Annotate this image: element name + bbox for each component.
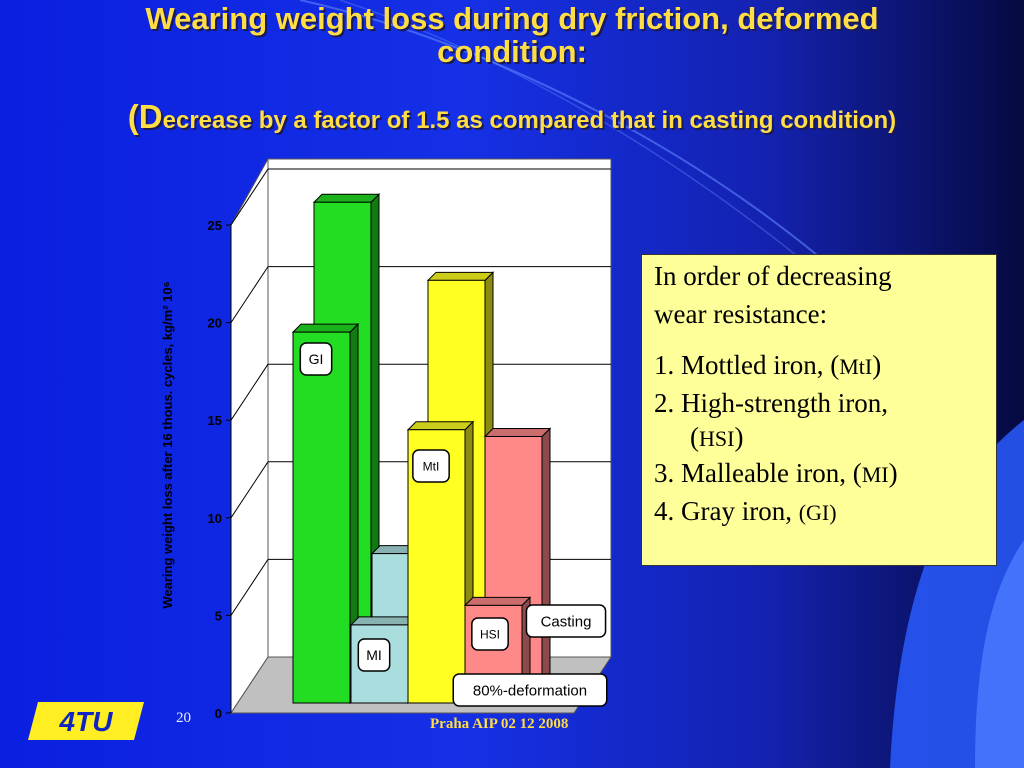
bar-mti-casting-top xyxy=(426,271,495,281)
slide-title-line1: Wearing weight loss during dry friction,… xyxy=(145,1,879,36)
y-tick-label: 10 xyxy=(208,511,222,526)
subtitle-rest: ecrease by a factor of 1.5 as compared t… xyxy=(162,107,897,134)
category-label-mti-box xyxy=(412,449,450,483)
page-number: 20 xyxy=(176,710,191,726)
category-label-mti: MtI xyxy=(423,459,440,473)
slide-subtitle: (Decrease by a factor of 1.5 as compared… xyxy=(0,100,1024,136)
legend-item-high-strength: 2. High-strength iron, xyxy=(654,388,888,418)
chart-left-wall xyxy=(230,157,269,715)
bar-gi-casting-top xyxy=(312,193,381,203)
bar-gi-deformation-top xyxy=(291,323,360,333)
gridline-side xyxy=(230,168,269,226)
series-label-casting: Casting xyxy=(541,613,592,630)
series-label-deformation: 80%-deformation xyxy=(473,682,587,699)
category-label-hsi-box xyxy=(471,617,509,651)
bar-gi-deformation xyxy=(292,331,351,704)
bar-hsi-casting-side xyxy=(541,427,551,702)
series-label-deformation-box xyxy=(452,673,608,707)
bar-hsi-casting-top xyxy=(483,427,552,437)
gridline-side xyxy=(230,461,269,519)
category-label-mi-box xyxy=(357,638,391,672)
category-label-mi: MI xyxy=(366,647,382,663)
bar-hsi-deformation-top xyxy=(463,596,532,606)
y-tick-label: 20 xyxy=(208,316,222,331)
legend-item-high-strength-abbr: (HSI) xyxy=(690,422,744,452)
bar-mti-deformation-top xyxy=(406,421,475,431)
y-axis-label: Wearing weight loss after 16 thous. cycl… xyxy=(160,281,175,608)
university-logo: 4TU xyxy=(28,702,144,740)
legend-heading-2: wear resistance: xyxy=(654,299,828,329)
wear-resistance-box: In order of decreasing wear resistance: … xyxy=(641,254,997,566)
gridline-side xyxy=(230,363,269,421)
slide-title-line2: condition: xyxy=(437,34,587,69)
gridline-side xyxy=(230,559,269,616)
legend-item-mottled: 1. Mottled iron, (MtI) xyxy=(654,350,882,380)
subtitle-open-paren: ( xyxy=(127,98,139,135)
legend-heading-1: In order of decreasing xyxy=(654,261,892,291)
y-tick-label: 0 xyxy=(215,706,222,721)
y-tick-label: 25 xyxy=(208,218,222,233)
y-tick-label: 5 xyxy=(215,608,222,623)
legend-item-malleable: 3. Malleable iron, (MI) xyxy=(654,458,898,488)
footer-text: Praha AIP 02 12 2008 xyxy=(430,716,569,732)
y-tick-label: 15 xyxy=(208,413,222,428)
logo-text: 4TU xyxy=(59,706,114,737)
category-label-gi: GI xyxy=(309,351,324,367)
subtitle-big-letter: D xyxy=(138,98,163,135)
gridline-side xyxy=(230,266,269,323)
category-label-hsi: HSI xyxy=(480,627,500,641)
series-label-casting-box xyxy=(525,604,607,638)
category-label-gi-box xyxy=(299,342,333,376)
bar-mi-deformation-top xyxy=(349,616,418,626)
legend-item-gray: 4. Gray iron, (GI) xyxy=(654,496,837,526)
